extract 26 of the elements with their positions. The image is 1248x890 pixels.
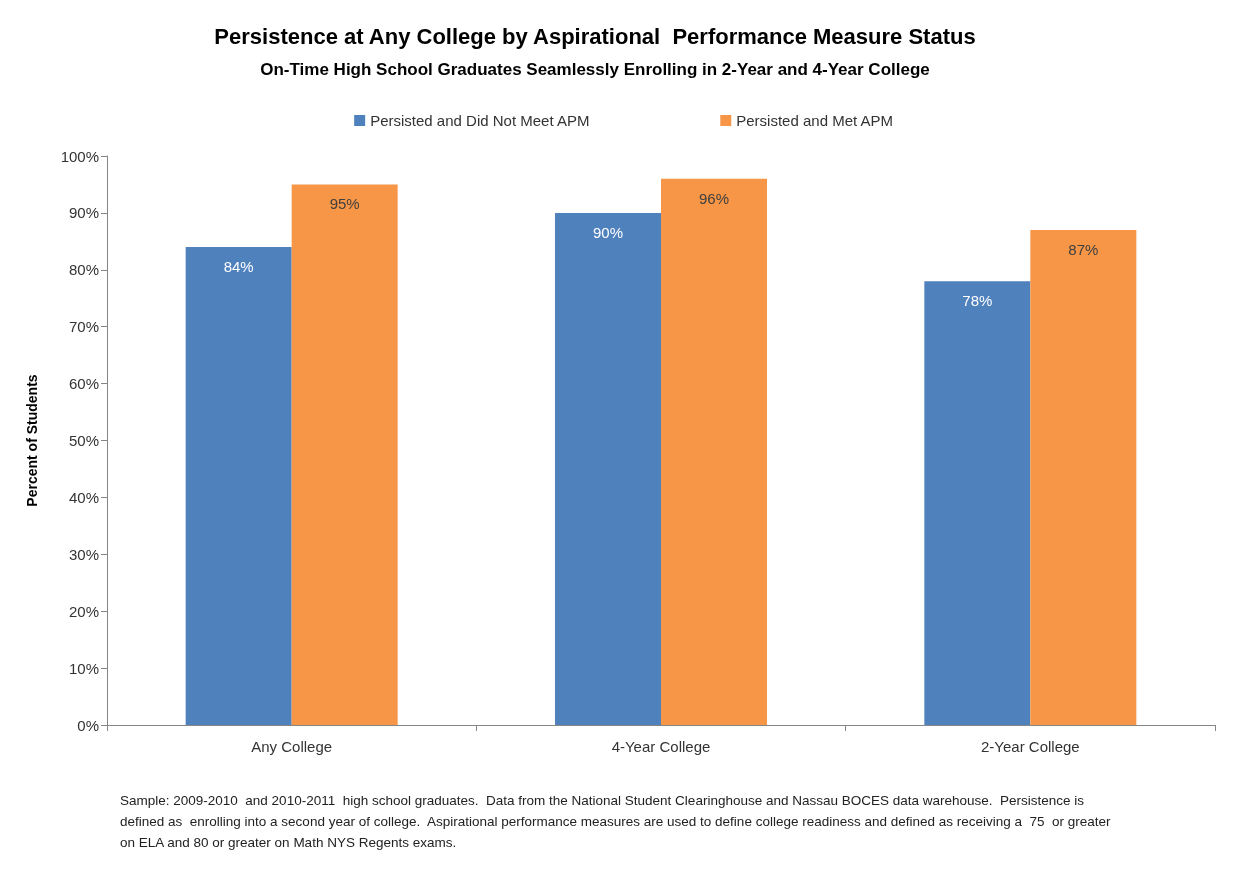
y-tick-label: 60% <box>68 375 99 393</box>
y-tick-label: 50% <box>68 432 99 449</box>
chart-title: Persistence at Any College by Aspirational Performance Measure Status <box>214 23 976 49</box>
y-tick-label: 70% <box>68 318 99 336</box>
y-axis-title: Percent of Students <box>24 374 40 507</box>
data-label: 96% <box>698 189 730 207</box>
y-tick-label: 90% <box>68 204 99 222</box>
y-tick-label: 100% <box>60 147 99 165</box>
x-tick-label: Any College <box>251 738 333 755</box>
x-tick-label: 2-Year College <box>980 738 1080 755</box>
data-label: 87% <box>1068 240 1099 258</box>
y-tick-label: 0% <box>77 716 99 734</box>
legend-label: Persisted and Did Not Meet APM <box>370 112 590 129</box>
data-label: 78% <box>962 292 993 310</box>
data-label: 95% <box>329 195 360 213</box>
x-tick-label: 4-Year College <box>611 738 711 755</box>
y-tick-label: 10% <box>68 659 99 677</box>
legend-label: Persisted and Met APM <box>736 112 894 129</box>
data-label: 84% <box>223 258 254 276</box>
y-tick-label: 30% <box>68 545 99 563</box>
y-tick-label: 80% <box>68 261 99 279</box>
chart-subtitle: On-Time High School Graduates Seamlessly Enrolling in 2-Year and 4-Year College <box>260 60 930 79</box>
y-tick-label: 20% <box>68 602 99 620</box>
y-tick-label: 40% <box>68 488 99 506</box>
data-label: 90% <box>592 223 624 241</box>
text: Sample: 2009-2010 and 2010-2011 high school graduates. Data from the National Student Clearinghouse and Nassau BOCES data warehouse. Persistence is defined as enrolling into a second year of college. Aspirational performance measures are used to define college readiness and defined as receiving a 75 or greater on ELA and 80 or greater on Math NYS Regents exams. <box>120 793 1115 850</box>
